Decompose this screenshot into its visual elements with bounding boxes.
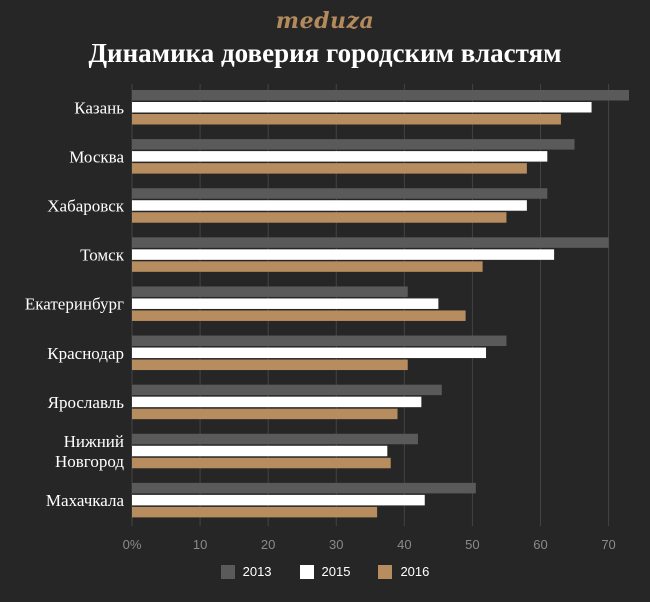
bar-2015 — [132, 249, 555, 260]
bar-2016 — [132, 506, 378, 518]
bar-2013 — [132, 286, 408, 297]
bar-2015 — [132, 200, 527, 211]
category-label: Краснодар — [47, 344, 124, 363]
legend-label: 2015 — [321, 564, 351, 579]
legend-item: 2015 — [299, 564, 351, 579]
bar-2015 — [132, 298, 439, 309]
category-label: Нижний — [64, 432, 124, 451]
bar-2013 — [132, 335, 507, 347]
category-label: Казань — [74, 98, 124, 117]
legend-swatch — [299, 564, 314, 579]
x-tick-label: 10 — [193, 537, 207, 552]
category-label: Ярославль — [48, 393, 125, 412]
bar-2013 — [132, 482, 476, 494]
category-label: Томск — [80, 246, 125, 265]
bar-2015 — [132, 494, 425, 506]
bar-2015 — [132, 445, 388, 457]
category-label: Екатеринбург — [25, 295, 124, 314]
x-tick-label: 70 — [601, 537, 615, 552]
x-tick-label: 30 — [329, 537, 343, 552]
bar-2016 — [132, 310, 466, 321]
bar-2013 — [132, 433, 418, 445]
bar-2015 — [132, 396, 422, 408]
bar-2015 — [132, 102, 592, 113]
bar-chart: 0% 10 20 30 40 50 60 70 Казань Москва Хабаровск Том… — [25, 84, 629, 552]
brand-logo: meduza — [275, 8, 375, 34]
category-label: Хабаровск — [47, 196, 124, 215]
bar-2016 — [132, 457, 391, 469]
legend-item: 2016 — [378, 564, 429, 579]
chart-title: Динамика доверия городским властям — [88, 38, 562, 68]
bar-2015 — [132, 347, 487, 359]
bar-2013 — [132, 90, 629, 101]
bar-2016 — [132, 261, 483, 272]
bar-2016 — [132, 359, 408, 371]
x-tick-label: 0% — [123, 537, 142, 552]
x-tick-label: 40 — [397, 537, 411, 552]
bar-2013 — [132, 139, 575, 150]
x-tick-label: 60 — [533, 537, 547, 552]
bar-2016 — [132, 114, 561, 125]
bar-2016 — [132, 408, 398, 420]
bar-2016 — [132, 163, 527, 174]
legend-swatch — [220, 564, 235, 579]
category-label: Махачкала — [46, 491, 125, 510]
bar-2015 — [132, 151, 548, 162]
legend: 2013 2015 2016 — [0, 564, 650, 579]
category-label: Москва — [69, 147, 124, 166]
legend-item: 2013 — [220, 564, 272, 579]
bar-2016 — [132, 212, 507, 223]
legend-swatch — [378, 564, 393, 579]
bar-2013 — [132, 384, 442, 396]
legend-label: 2016 — [400, 564, 430, 579]
x-tick-label: 50 — [465, 537, 479, 552]
bar-2013 — [132, 237, 609, 248]
bar-2013 — [132, 188, 548, 199]
x-tick-label: 20 — [261, 537, 275, 552]
legend-label: 2013 — [242, 564, 272, 579]
category-label: Новгород — [55, 452, 124, 471]
